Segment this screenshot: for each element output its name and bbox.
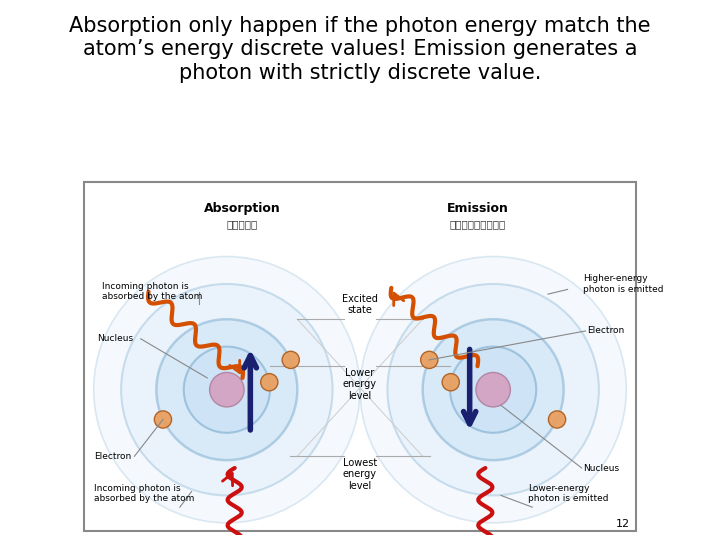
Text: Nucleus: Nucleus <box>583 463 619 472</box>
Text: Higher-energy
photon is emitted: Higher-energy photon is emitted <box>583 274 664 294</box>
Circle shape <box>442 374 459 391</box>
Text: Incoming photon is
absorbed by the atom: Incoming photon is absorbed by the atom <box>102 282 202 301</box>
Circle shape <box>156 319 297 460</box>
Circle shape <box>420 352 438 368</box>
Circle shape <box>282 352 300 368</box>
Text: Absorption only happen if the photon energy match the
atom’s energy discrete val: Absorption only happen if the photon ene… <box>69 16 651 83</box>
Text: 䰫បលតុ: 䰫បលតុ <box>227 219 258 229</box>
Text: Lower-energy
photon is emitted: Lower-energy photon is emitted <box>528 484 609 503</box>
Text: Absorption: Absorption <box>204 202 281 215</box>
Text: 12: 12 <box>616 519 630 529</box>
Circle shape <box>184 347 270 433</box>
Circle shape <box>121 284 333 495</box>
Text: Excited
state: Excited state <box>342 294 378 315</box>
Circle shape <box>154 411 171 428</box>
Circle shape <box>476 373 510 407</box>
Text: Lowest
energy
level: Lowest energy level <box>343 458 377 491</box>
Text: Incoming photon is
absorbed by the atom: Incoming photon is absorbed by the atom <box>94 484 194 503</box>
Circle shape <box>94 256 360 523</box>
Text: ប័មបឹញប័ម: ប័មបឹញប័ម <box>449 219 505 229</box>
Text: Electron: Electron <box>94 452 131 461</box>
Circle shape <box>387 284 599 495</box>
Circle shape <box>549 411 566 428</box>
Text: Lower
energy
level: Lower energy level <box>343 368 377 401</box>
Circle shape <box>210 373 244 407</box>
Text: Emission: Emission <box>446 202 508 215</box>
Circle shape <box>423 319 564 460</box>
Text: Nucleus: Nucleus <box>98 334 134 343</box>
Circle shape <box>450 347 536 433</box>
Circle shape <box>261 374 278 391</box>
Text: Electron: Electron <box>587 327 624 335</box>
Circle shape <box>360 256 626 523</box>
